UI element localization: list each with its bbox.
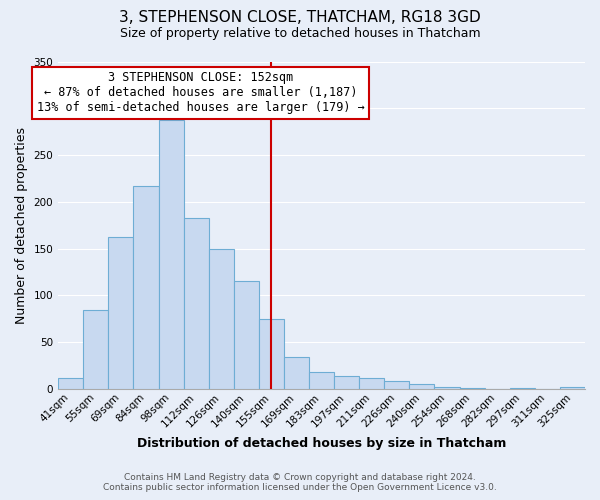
Bar	[409, 384, 434, 389]
Bar	[234, 282, 259, 389]
Bar	[58, 378, 83, 389]
Bar	[385, 380, 409, 389]
Bar	[460, 388, 485, 389]
Bar	[284, 357, 309, 389]
Bar	[184, 218, 209, 389]
Bar	[133, 186, 158, 389]
Y-axis label: Number of detached properties: Number of detached properties	[15, 127, 28, 324]
Text: 3 STEPHENSON CLOSE: 152sqm
← 87% of detached houses are smaller (1,187)
13% of s: 3 STEPHENSON CLOSE: 152sqm ← 87% of deta…	[37, 72, 364, 114]
Bar	[359, 378, 385, 389]
Text: Size of property relative to detached houses in Thatcham: Size of property relative to detached ho…	[119, 28, 481, 40]
Bar	[560, 387, 585, 389]
Bar	[510, 388, 535, 389]
Bar	[334, 376, 359, 389]
Text: 3, STEPHENSON CLOSE, THATCHAM, RG18 3GD: 3, STEPHENSON CLOSE, THATCHAM, RG18 3GD	[119, 10, 481, 25]
Text: Contains HM Land Registry data © Crown copyright and database right 2024.
Contai: Contains HM Land Registry data © Crown c…	[103, 473, 497, 492]
X-axis label: Distribution of detached houses by size in Thatcham: Distribution of detached houses by size …	[137, 437, 506, 450]
Bar	[434, 387, 460, 389]
Bar	[109, 238, 133, 389]
Bar	[83, 310, 109, 389]
Bar	[158, 120, 184, 389]
Bar	[209, 248, 234, 389]
Bar	[309, 372, 334, 389]
Bar	[259, 319, 284, 389]
